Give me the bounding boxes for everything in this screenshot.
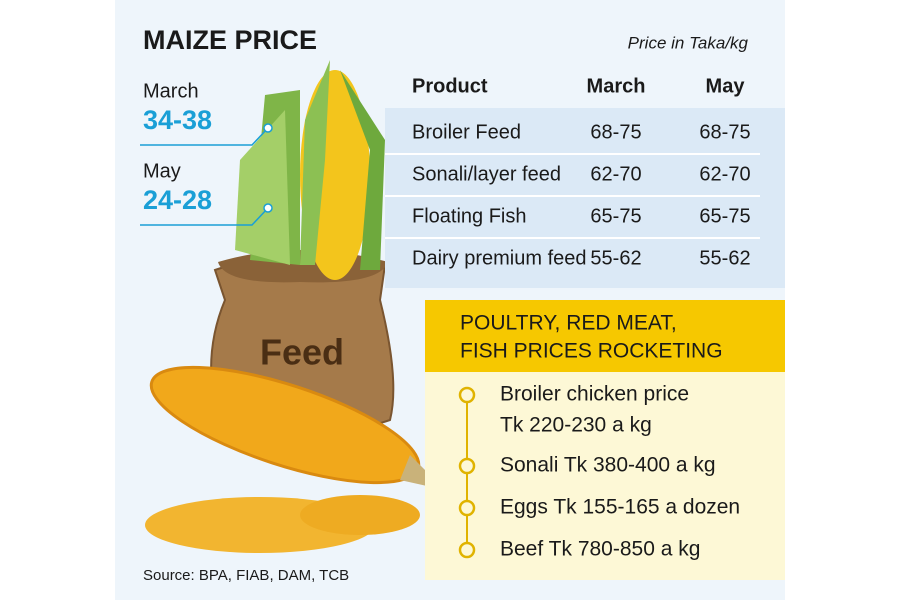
sack-label: Feed [260, 332, 344, 373]
corn-illustration [145, 60, 445, 553]
table-band [385, 108, 785, 288]
bullet-dot [458, 457, 476, 475]
table-cell: 65-75 [699, 205, 750, 227]
table-cell: 68-75 [590, 121, 641, 143]
table-cell: 55-62 [699, 247, 750, 269]
table-cell: Broiler Feed [412, 121, 521, 143]
bullet-text: Eggs Tk 155-165 a dozen [500, 496, 740, 519]
table-cell: Floating Fish [412, 205, 527, 227]
bullet-dot [458, 386, 476, 404]
callout-body [425, 372, 785, 580]
pointer-line [140, 127, 269, 146]
unit-note: Price in Taka/kg [628, 33, 749, 52]
bullet-dot [458, 499, 476, 517]
table-cell: 68-75 [699, 121, 750, 143]
column-header: March [587, 75, 646, 97]
table-cell: 65-75 [590, 205, 641, 227]
table-cell: 62-70 [590, 163, 641, 185]
month-label: March [143, 80, 199, 102]
price-range: 34-38 [143, 105, 212, 135]
month-label: May [143, 160, 181, 182]
pointer-line [140, 207, 269, 226]
title: MAIZE PRICE [143, 25, 317, 55]
column-header: May [706, 75, 746, 97]
table-cell: Dairy premium feed [412, 247, 587, 269]
table-cell: 62-70 [699, 163, 750, 185]
callout-title: POULTRY, RED MEAT, [460, 312, 677, 335]
column-header: Product [412, 75, 488, 97]
bullet-text: Sonali Tk 380-400 a kg [500, 454, 716, 477]
price-range: 24-28 [143, 185, 212, 215]
bullet-dot [458, 541, 476, 559]
bullet-text: Broiler chicken price [500, 383, 689, 406]
table-cell: 55-62 [590, 247, 641, 269]
pointer-dot [263, 123, 273, 133]
pointer-dot [263, 203, 273, 213]
bullet-text: Beef Tk 780-850 a kg [500, 538, 700, 561]
callout-header [425, 300, 785, 372]
callout-title: FISH PRICES ROCKETING [460, 340, 723, 363]
source: Source: BPA, FIAB, DAM, TCB [143, 567, 349, 584]
bullet-text: Tk 220-230 a kg [500, 414, 652, 437]
table-cell: Sonali/layer feed [412, 163, 561, 185]
